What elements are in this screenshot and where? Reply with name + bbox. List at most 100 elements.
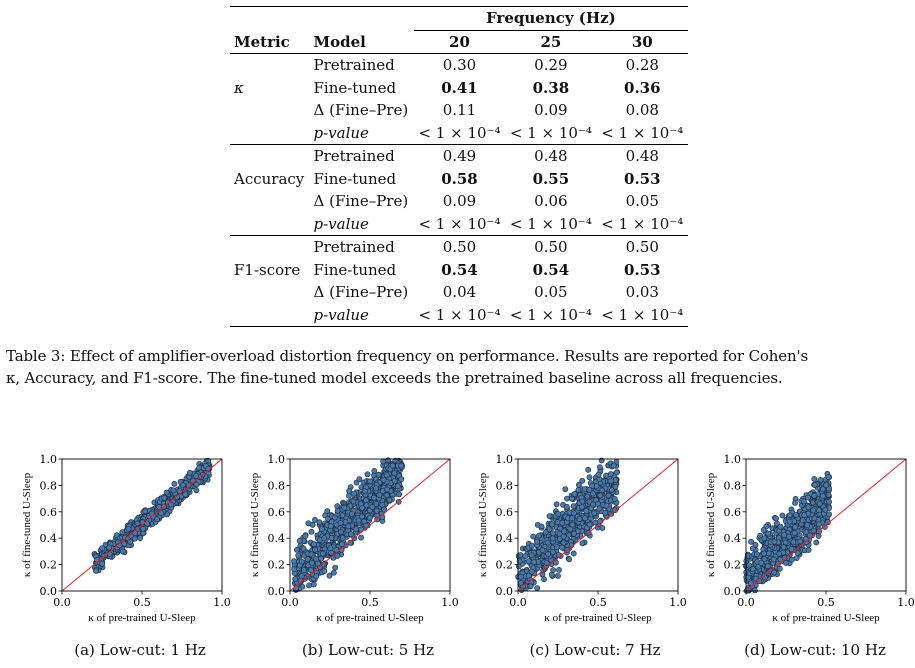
metric-cell [230, 122, 310, 145]
data-point [332, 514, 338, 521]
metric-cell [230, 213, 310, 236]
data-point [345, 523, 352, 530]
value-cell: 0.05 [534, 283, 568, 302]
data-point [316, 519, 323, 526]
value-cell: 0.50 [413, 235, 506, 259]
data-point [127, 538, 134, 545]
data-point [553, 501, 560, 508]
data-point [542, 529, 549, 536]
data-point [383, 472, 390, 479]
scatter-plot-1hz: 0.0 0.5 1.0 0.0 0.2 0.4 0.6 0.8 1.0 κ of pre-trai… [21, 453, 231, 624]
table-row: Pretrained 0.50 0.50 0.50 [230, 235, 688, 259]
data-point [799, 517, 806, 524]
y-tick-label: 0.6 [40, 506, 58, 519]
data-point [527, 583, 534, 590]
data-point [781, 532, 788, 538]
metric-cell [230, 144, 310, 168]
data-point [825, 492, 832, 498]
model-cell: Pretrained [309, 53, 414, 77]
y-tick-label: 0.2 [40, 559, 58, 572]
y-tick-label: 0.4 [268, 532, 286, 545]
data-point [355, 517, 362, 524]
data-point [186, 469, 193, 476]
x-tick-label: 0.0 [509, 596, 527, 609]
data-point [366, 514, 373, 521]
data-point [346, 488, 352, 494]
metric-cell: F1-score [234, 260, 301, 279]
data-point [518, 580, 524, 586]
data-point [125, 526, 132, 532]
data-point [161, 495, 168, 501]
scatter-plot-5hz: 0.0 0.5 1.0 0.0 0.2 0.4 0.6 0.8 1.0 κ of pre-trai… [249, 453, 459, 624]
data-point [304, 556, 311, 563]
value-cell: 0.08 [625, 101, 659, 120]
data-point [765, 530, 772, 537]
data-point [153, 516, 160, 523]
data-point [310, 581, 317, 588]
value-cell: 0.54 [441, 260, 478, 279]
table-row: p-value < 1 × 10⁻⁴ < 1 × 10⁻⁴ < 1 × 10⁻⁴ [230, 213, 688, 236]
value-cell: 0.06 [534, 192, 568, 211]
y-tick-label: 0.8 [40, 479, 58, 492]
data-point [312, 517, 318, 523]
data-point [594, 501, 601, 507]
data-point [337, 520, 344, 526]
data-point [613, 469, 620, 476]
data-point [321, 535, 328, 541]
data-point [319, 526, 325, 532]
data-point [561, 528, 567, 535]
data-point [529, 542, 535, 549]
data-point [811, 492, 818, 499]
data-point [579, 498, 586, 505]
model-cell: Δ (Fine–Pre) [313, 192, 409, 211]
table-row: p-value < 1 × 10⁻⁴ < 1 × 10⁻⁴ < 1 × 10⁻⁴ [230, 303, 688, 327]
data-point [379, 514, 386, 521]
model-cell: Δ (Fine–Pre) [313, 283, 409, 302]
value-cell: < 1 × 10⁻⁴ [596, 303, 688, 327]
y-tick-label: 0.2 [496, 559, 514, 572]
header-spacer [230, 6, 310, 30]
data-point [805, 547, 812, 553]
data-point [564, 495, 570, 502]
data-point [99, 545, 106, 551]
table-row: Δ (Fine–Pre) 0.04 0.05 0.03 [230, 281, 688, 304]
data-point [581, 486, 588, 492]
y-tick-label: 1.0 [496, 453, 514, 466]
data-point [603, 502, 610, 509]
model-cell: Fine-tuned [313, 169, 397, 188]
data-point [826, 498, 832, 505]
model-column-header: Model [313, 32, 366, 51]
value-cell: 0.53 [624, 169, 661, 188]
data-point [326, 572, 333, 579]
model-cell: Fine-tuned [313, 78, 397, 97]
data-point [394, 483, 401, 490]
data-point [823, 482, 830, 488]
data-point [331, 569, 337, 576]
data-point [560, 533, 567, 540]
x-tick-label: 0.0 [737, 596, 755, 609]
data-point [554, 544, 560, 551]
data-point [99, 560, 106, 567]
data-point [610, 462, 617, 469]
data-point [776, 550, 783, 557]
data-point [811, 482, 818, 488]
data-point [789, 556, 795, 563]
metric-cell [230, 281, 310, 304]
data-point [332, 564, 339, 571]
identity-line [61, 458, 223, 592]
data-point [571, 530, 577, 537]
x-tick-label: 1.0 [441, 596, 459, 609]
data-point [776, 565, 783, 572]
data-point [300, 545, 307, 552]
data-point [386, 497, 393, 503]
data-point [291, 558, 297, 565]
data-point [306, 582, 312, 589]
data-point [193, 472, 200, 479]
data-point [313, 573, 320, 580]
data-point [373, 507, 380, 514]
data-point [817, 477, 824, 483]
data-point [142, 508, 149, 515]
data-point [119, 548, 126, 555]
data-point [389, 462, 396, 469]
value-cell: 0.58 [441, 169, 478, 188]
